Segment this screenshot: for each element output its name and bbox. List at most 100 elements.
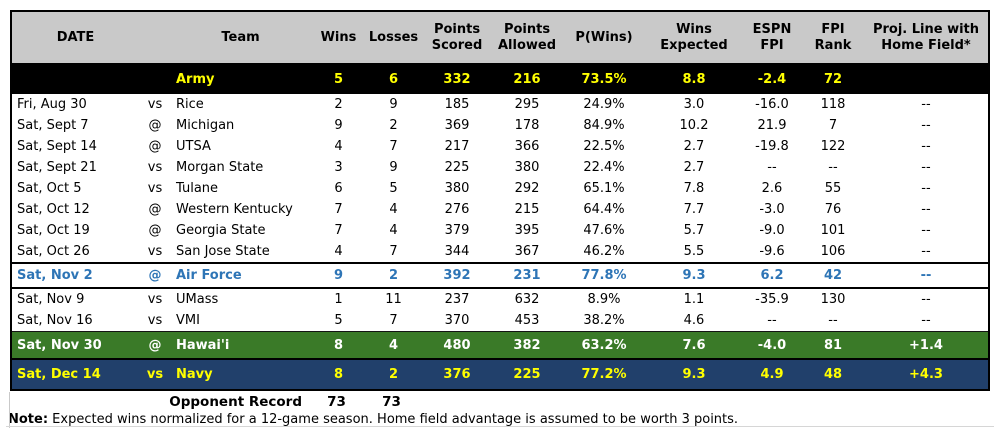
cell-ps: 217 [444,139,470,154]
cell-proj: -- [921,97,931,112]
cell-rank: 76 [824,202,842,217]
cell-we: 7.6 [682,337,706,353]
cell-losses: 7 [389,244,398,259]
cell-wins: 4 [334,244,343,259]
cell-date: Sat, Oct 26 [17,244,90,259]
cell-pa: 366 [514,139,540,154]
cell-pwins: 77.2% [581,367,627,382]
cell-wins: 1 [334,292,343,307]
cell-date: Sat, Oct 19 [17,223,90,238]
cell-proj: +1.4 [909,337,943,353]
cell-rank: 81 [823,337,843,353]
cell-fpi: -3.0 [759,202,785,217]
cell-pa: 231 [513,268,541,283]
cell-team: Morgan State [176,160,264,175]
table-row-navy: Sat, Dec 14 vs Navy 8 2 376 225 77.2% 9.3 4.9 48 +4… [12,358,988,389]
cell-rank: 48 [823,367,843,382]
cell-losses: 2 [388,268,399,283]
footnote-text: Expected wins normalized for a 12-game s… [48,412,739,427]
cell-team: Michigan [176,118,235,133]
cell-proj: -- [921,181,931,196]
cell-fpi: 4.9 [760,367,784,382]
cell-date: Sat, Nov 30 [17,337,102,353]
cell-rank: 101 [820,223,846,238]
table-row-western-kentucky: Sat, Oct 12 @ Western Kentucky 7 4 276 215 64.4… [12,199,988,220]
cell-we: 5.5 [683,244,705,259]
cell-losses: 6 [388,71,399,87]
cell-at: vs [147,181,163,196]
cell-team: San Jose State [176,244,270,259]
cell-wins: 7 [334,223,343,238]
cell-losses: 4 [388,337,399,353]
cell-rank: 130 [820,292,846,307]
cell-fpi: -35.9 [755,292,789,307]
cell-at: @ [148,118,162,133]
table-header-row: DATE Team Wins Losses Points Scored Points Al… [12,12,988,64]
cell-wins: 2 [334,97,343,112]
gridline-horizontal [6,426,994,427]
cell-pwins: 8.9% [587,292,621,307]
cell-team: Air Force [176,268,242,283]
table-row-utsa: Sat, Sept 14 @ UTSA 4 7 217 366 22.5% 2.7 -19.8 12… [12,136,988,157]
cell-ps: 370 [444,313,470,328]
cell-at: @ [148,337,162,353]
cell-wins: 9 [333,268,344,283]
header-cell-fpi: ESPN FPI [752,21,792,53]
table-row-vmi: Sat, Nov 16 vs VMI 5 7 370 453 38.2% 4.6 -- -- -- [12,310,988,331]
table-row-air-force: Sat, Nov 2 @ Air Force 9 2 392 231 77.8% 9.3 6.2 4… [12,262,988,289]
cell-rank: -- [828,160,838,175]
cell-we: 3.0 [683,97,705,112]
cell-proj: -- [921,313,931,328]
table-row-army: Army 5 6 332 216 73.5% 8.8 -2.4 72 [12,64,988,94]
cell-wins: 7 [334,202,343,217]
cell-fpi: -16.0 [755,97,789,112]
cell-rank: 42 [823,268,843,283]
cell-team: Navy [176,367,213,382]
header-cell-rank: FPI Rank [814,21,852,53]
cell-date: Sat, Dec 14 [17,367,101,382]
table-row-umass: Sat, Nov 9 vs UMass 1 11 237 632 8.9% 1.1 -35.9 13… [12,289,988,310]
cell-date: Sat, Nov 9 [17,292,85,307]
opponent-record-label: Opponent Record [169,394,302,410]
cell-proj: -- [921,202,931,217]
cell-pa: 395 [514,223,540,238]
cell-at: @ [148,139,162,154]
cell-pa: 225 [513,367,541,382]
cell-fpi: 2.6 [761,181,783,196]
cell-pwins: 65.1% [583,181,625,196]
cell-proj: -- [920,268,932,283]
cell-pa: 215 [514,202,540,217]
opponent-record-wins: 73 [327,394,346,410]
cell-pwins: 22.4% [583,160,625,175]
cell-fpi: -- [767,160,777,175]
header-cell-at [140,36,170,40]
cell-we: 8.8 [682,71,706,87]
cell-ps: 392 [443,268,471,283]
cell-we: 7.7 [683,202,705,217]
cell-team: Army [176,71,215,87]
cell-at: vs [147,313,163,328]
cell-pa: 216 [513,71,541,87]
cell-team: VMI [176,313,200,328]
opponent-record-losses: 73 [382,394,401,410]
cell-we: 2.7 [683,160,705,175]
cell-wins: 8 [333,337,344,353]
cell-fpi: -9.0 [759,223,785,238]
cell-at: @ [148,202,162,217]
cell-pwins: 84.9% [583,118,625,133]
cell-losses: 11 [385,292,402,307]
cell-date: Sat, Sept 21 [17,160,97,175]
cell-team: Western Kentucky [176,202,293,217]
cell-pwins: 77.8% [581,268,627,283]
cell-team: Tulane [176,181,219,196]
cell-pwins: 73.5% [581,71,627,87]
cell-we: 10.2 [679,118,709,133]
cell-losses: 2 [388,367,399,382]
cell-at: vs [147,292,163,307]
cell-losses: 5 [389,181,398,196]
table-row-rice: Fri, Aug 30 vs Rice 2 9 185 295 24.9% 3.0 -16.0 11… [12,94,988,115]
header-cell-ps: Points Scored [431,21,483,53]
table-row-tulane: Sat, Oct 5 vs Tulane 6 5 380 292 65.1% 7.8 2.6 55 -… [12,178,988,199]
header-cell-we: Wins Expected [660,21,728,53]
table-row-georgia-state: Sat, Oct 19 @ Georgia State 7 4 379 395 47.6% 5.… [12,220,988,241]
